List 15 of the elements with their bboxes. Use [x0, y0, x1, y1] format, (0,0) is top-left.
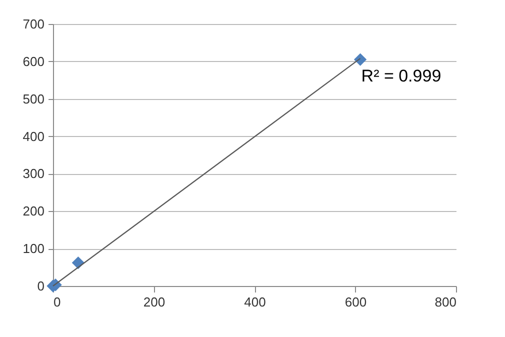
y-tick-label: 500	[22, 91, 44, 106]
x-tick-label: 400	[244, 294, 266, 310]
y-tick-label: 400	[22, 128, 44, 144]
x-tick-label: 0	[54, 294, 61, 310]
y-tick-label: 100	[22, 241, 44, 256]
x-tick-label: 600	[344, 294, 367, 310]
annotation: R² = 0.999	[361, 66, 442, 86]
y-tick-label: 600	[22, 54, 44, 69]
y-tick-label: 200	[22, 204, 44, 219]
y-tick-label: 0	[37, 278, 44, 294]
x-tick-label: 200	[143, 294, 166, 310]
y-tick-label: 700	[22, 16, 44, 32]
x-tick-label: 800	[434, 294, 456, 310]
y-tick-label: 300	[22, 166, 44, 182]
point	[354, 53, 367, 66]
